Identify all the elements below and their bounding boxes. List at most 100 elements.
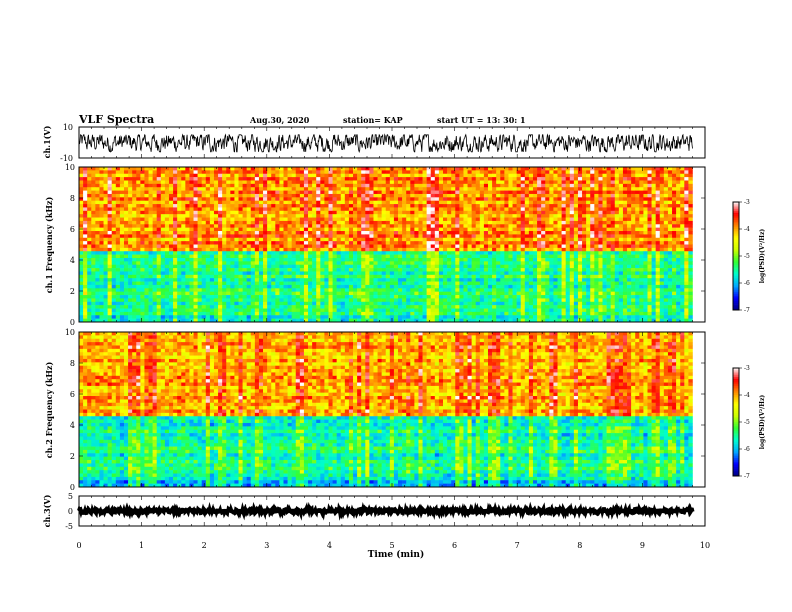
spectrogram-cell [500, 241, 505, 245]
spectrogram-cell [185, 167, 190, 171]
spectrogram-cell [398, 180, 403, 185]
spectrogram-cell [258, 183, 264, 188]
spectrogram-cell [406, 244, 411, 249]
spectrogram-cell [148, 274, 153, 279]
spectrogram-cell [287, 264, 292, 269]
spectrogram-cell [361, 247, 366, 252]
spectrogram-cell [328, 254, 333, 259]
spectrogram-cell [181, 173, 186, 178]
spectrogram-cell [676, 173, 681, 178]
spectrogram-cell [684, 224, 689, 228]
spectrogram-cell [291, 220, 297, 225]
spectrogram-cell [467, 257, 472, 262]
spectrogram-cell [373, 220, 378, 225]
spectrogram-cell [132, 244, 137, 249]
spectrogram-cell [299, 183, 305, 188]
spectrogram-cell [463, 261, 468, 266]
spectrogram-cell [193, 220, 198, 225]
spectrogram-cell [291, 214, 297, 218]
spectrogram-cell [443, 268, 448, 272]
spectrogram-cell [643, 204, 648, 208]
spectrogram-cell [385, 224, 391, 228]
spectrogram-cell [684, 268, 689, 272]
spectrogram-cell [655, 204, 661, 208]
spectrogram-cell [586, 193, 591, 198]
spectrogram-cell [684, 170, 689, 175]
spectrogram-cell [406, 173, 411, 178]
spectrogram-cell [418, 177, 423, 181]
spectrogram-cell [459, 197, 464, 201]
spectrogram-cell [287, 251, 292, 255]
spectrogram-cell [87, 220, 92, 225]
spectrogram-cell [451, 261, 456, 266]
spectrogram-cell [168, 237, 174, 242]
spectrogram-cell [410, 261, 415, 266]
spectrogram-cell [160, 197, 166, 201]
spectrogram-cell [393, 187, 399, 191]
spectrogram-cell [647, 173, 652, 178]
spectrogram-cell [160, 227, 166, 232]
spectrogram-cell [627, 254, 632, 259]
spectrogram-cell [438, 220, 444, 225]
spectrogram-cell [328, 197, 333, 201]
spectrogram-cell [532, 220, 538, 225]
spectrogram-cell [434, 231, 440, 235]
spectrogram-cell [136, 197, 141, 201]
spectrogram-cell [487, 241, 493, 245]
spectrogram-cell [87, 183, 92, 188]
spectrogram-cell [663, 264, 669, 269]
spectrogram-cell [250, 190, 256, 195]
spectrogram-cell [111, 224, 117, 228]
spectrogram-cell [209, 200, 215, 205]
spectrogram-cell [123, 271, 129, 276]
spectrogram-cell [414, 204, 419, 208]
spectrogram-cell [140, 220, 145, 225]
spectrogram-cell [267, 217, 272, 222]
spectrogram-cell [148, 227, 153, 232]
spectrogram-cell [418, 200, 423, 205]
spectrogram-cell [549, 214, 554, 218]
spectrogram-cell [659, 241, 665, 245]
spectrogram-cell [463, 173, 468, 178]
spectrogram-cell [275, 271, 280, 276]
spectrogram-cell [406, 183, 411, 188]
spectrogram-cell [610, 180, 616, 185]
spectrogram-cell [512, 244, 517, 249]
spectrogram-cell [201, 257, 207, 262]
spectrogram-cell [213, 247, 219, 252]
spectrogram-cell [398, 251, 403, 255]
spectrogram-cell [328, 170, 333, 175]
spectrogram-cell [193, 237, 198, 242]
spectrogram-cell [524, 227, 530, 232]
spectrogram-cell [443, 177, 448, 181]
spectrogram-cell [295, 224, 301, 228]
spectrogram-cell [487, 214, 493, 218]
spectrogram-cell [95, 204, 100, 208]
spectrogram-cell [512, 247, 517, 252]
spectrogram-cell [573, 177, 579, 181]
spectrogram-cell [631, 247, 636, 252]
spectrogram-cell [496, 251, 501, 255]
spectrogram-cell [537, 183, 542, 188]
spectrogram-cell [541, 207, 546, 212]
spectrogram-cell [283, 261, 288, 266]
spectrogram-cell [565, 241, 571, 245]
spectrogram-cell [263, 227, 268, 232]
spectrogram-cell [557, 254, 562, 259]
spectrogram-cell [250, 274, 256, 279]
spectrogram-cell [385, 204, 391, 208]
spectrogram-cell [173, 264, 178, 269]
spectrogram-cell [663, 190, 669, 195]
spectrogram-cell [365, 217, 370, 222]
spectrogram-cell [238, 180, 243, 185]
spectrogram-cell [123, 234, 129, 239]
spectrogram-cell [602, 220, 607, 225]
spectrogram-cell [414, 268, 419, 272]
spectrogram-cell [434, 237, 440, 242]
spectrogram-cell [549, 254, 554, 259]
spectrogram-cell [406, 234, 411, 239]
spectrogram-cell [475, 264, 481, 269]
spectrogram-cell [181, 180, 186, 185]
spectrogram-cell [414, 237, 419, 242]
spectrogram-cell [185, 197, 190, 201]
